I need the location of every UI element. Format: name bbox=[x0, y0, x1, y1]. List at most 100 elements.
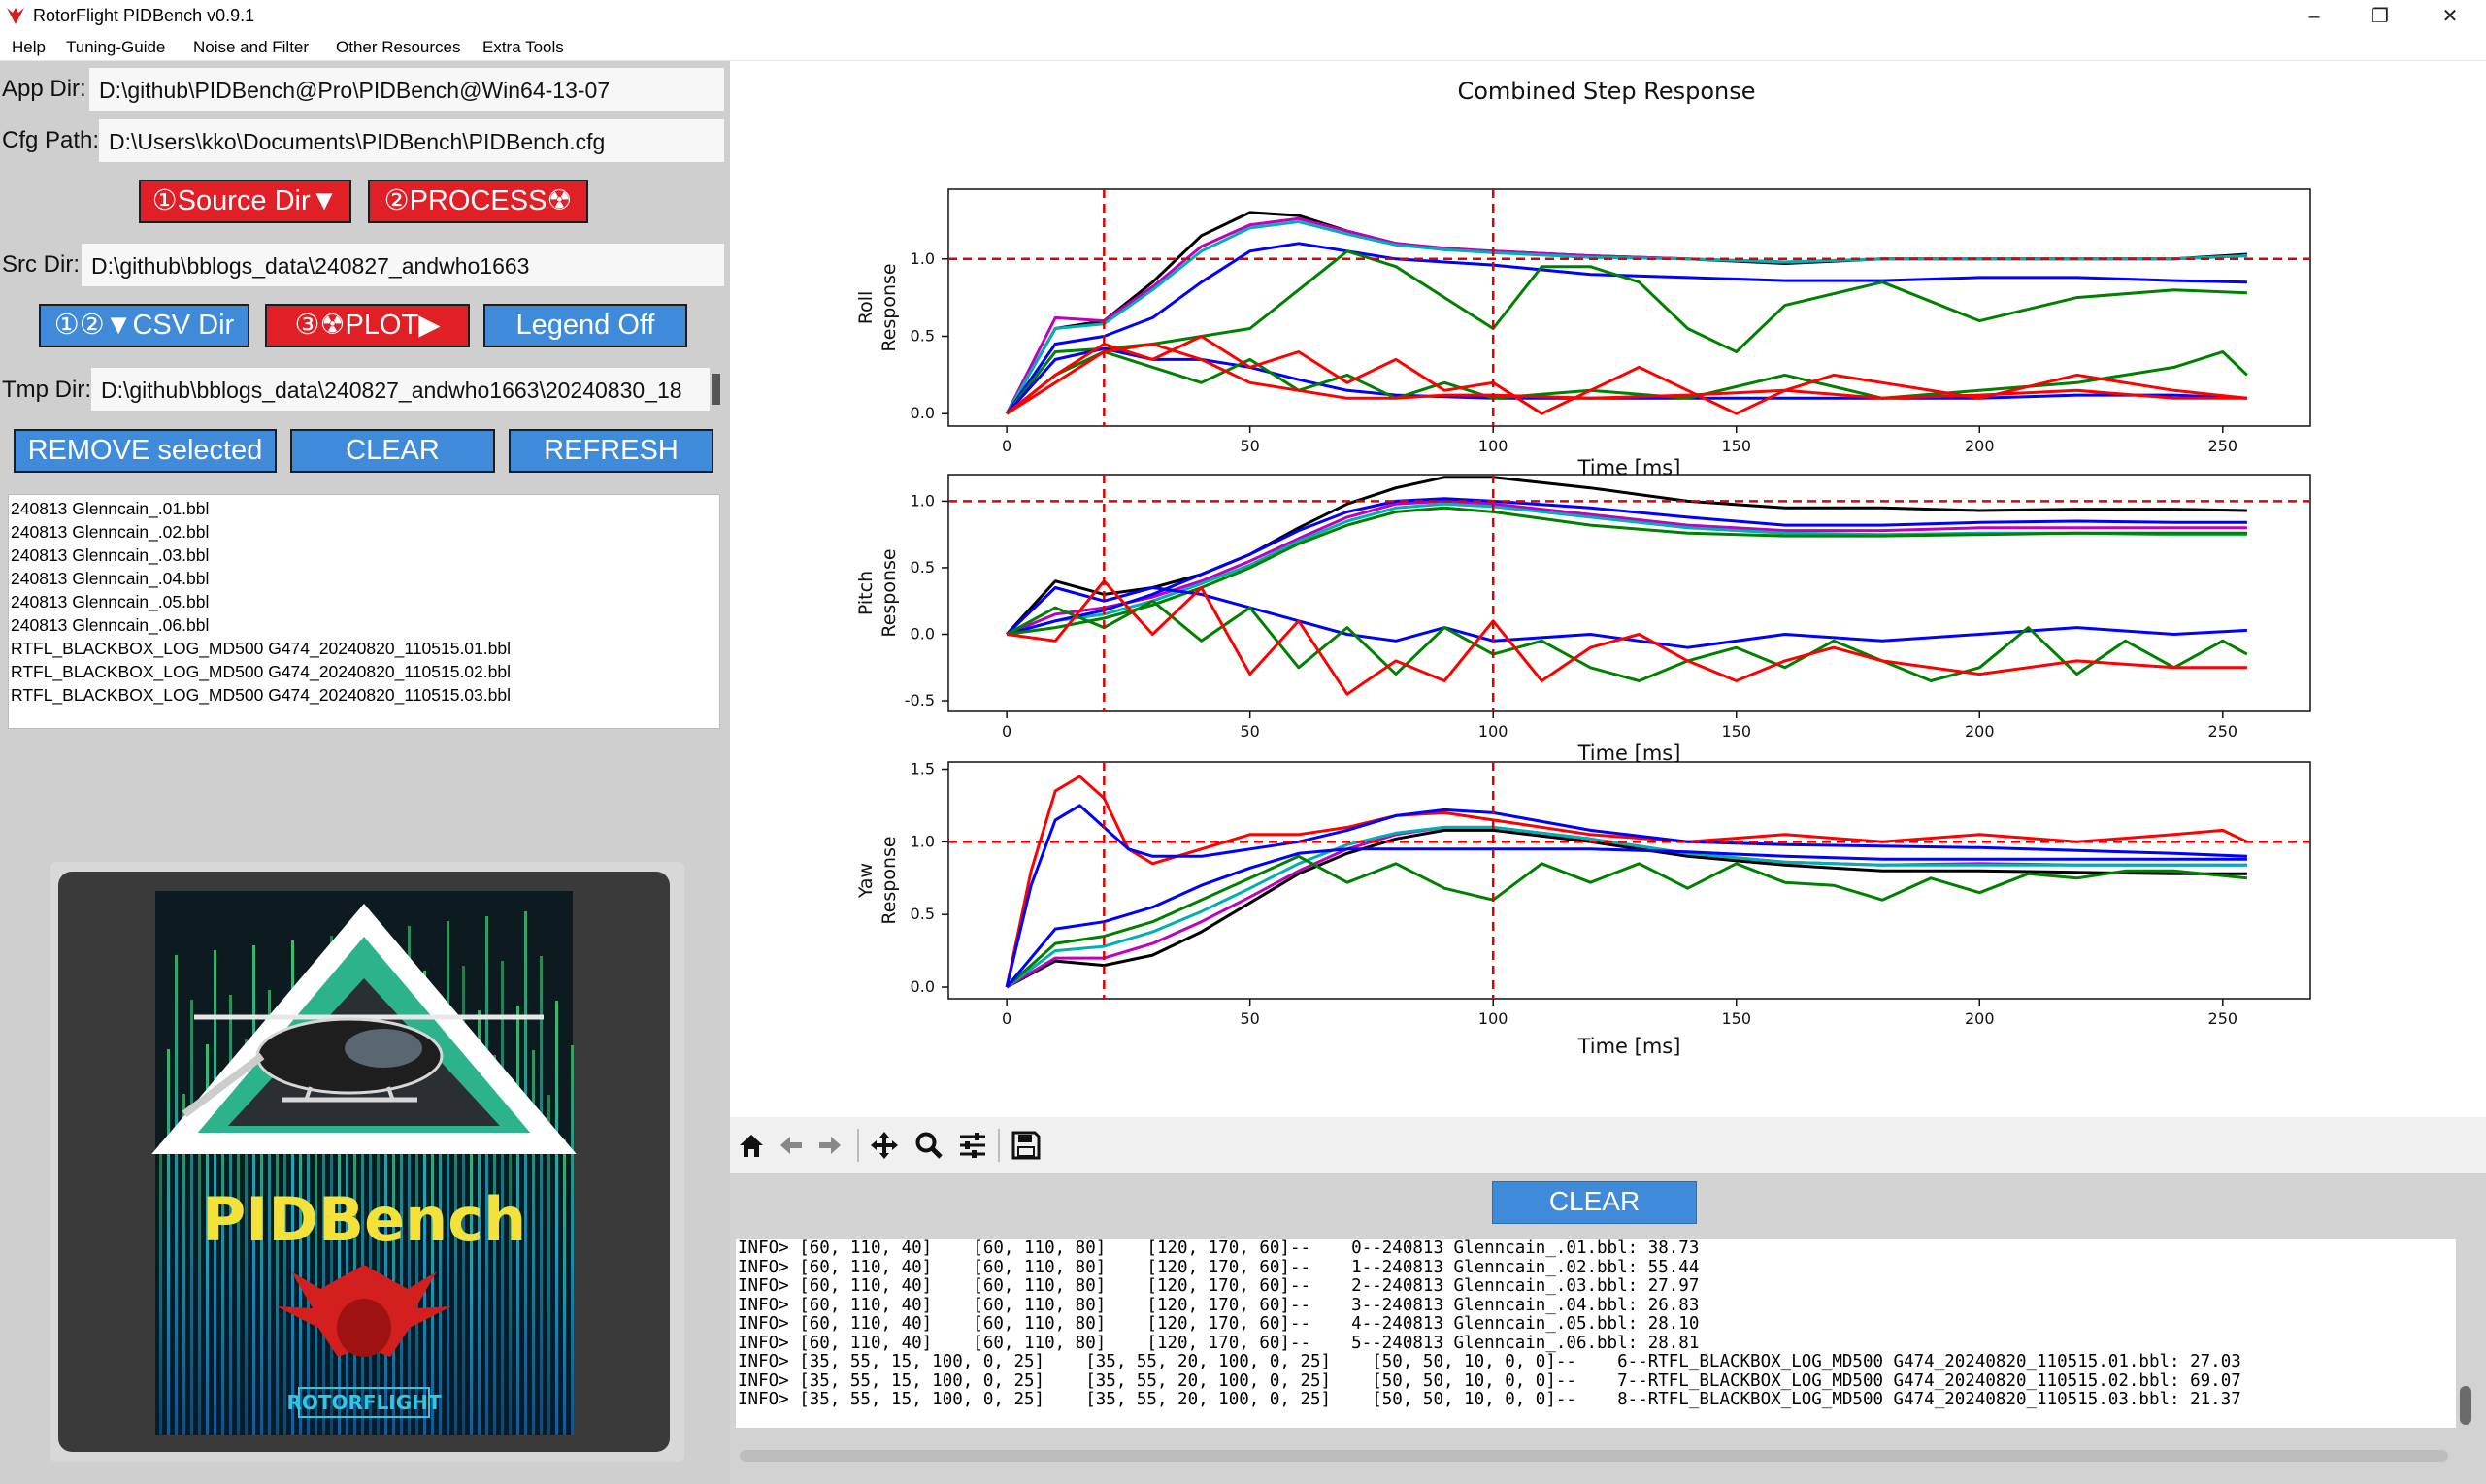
plot-area[interactable]: Combined Step Response 0 50 100 150 200 250 0.0… bbox=[730, 61, 2486, 1117]
rain-column bbox=[524, 911, 527, 1435]
rain-column bbox=[330, 936, 333, 1435]
log-line: INFO> [35, 55, 15, 100, 0, 25] [35, 55, … bbox=[738, 1352, 2241, 1371]
rain-column bbox=[260, 1084, 263, 1435]
y-tick-label: 1.0 bbox=[911, 832, 935, 850]
rain-column bbox=[392, 1114, 395, 1435]
list-item[interactable]: RTFL_BLACKBOX_LOG_MD500 G474_20240820_11… bbox=[11, 685, 511, 705]
rain-column bbox=[283, 1035, 286, 1435]
app-logo-icon bbox=[7, 8, 24, 24]
x-axis-label: Time [ms] bbox=[1577, 742, 1681, 765]
list-item[interactable]: RTFL_BLACKBOX_LOG_MD500 G474_20240820_11… bbox=[11, 662, 511, 681]
x-axis-label: Time [ms] bbox=[1577, 1035, 1681, 1058]
rain-column bbox=[167, 1049, 170, 1435]
y-axis-label: Roll Response bbox=[855, 263, 900, 351]
tmp-dir-scroll-handle[interactable] bbox=[712, 374, 720, 405]
list-item[interactable]: 240813 Glenncain_.02.bbl bbox=[11, 522, 210, 542]
pan-icon[interactable] bbox=[870, 1131, 899, 1160]
rain-column bbox=[307, 985, 310, 1435]
step-response-chart[interactable]: Combined Step Response 0 50 100 150 200 250 0.0… bbox=[730, 61, 2486, 1117]
cfg-path-field[interactable]: D:\Users\kko\Documents\PIDBench\PIDBench… bbox=[98, 118, 725, 163]
rain-column bbox=[423, 971, 426, 1435]
y-tick-label: -0.5 bbox=[905, 691, 935, 709]
list-item[interactable]: 240813 Glenncain_.05.bbl bbox=[11, 592, 210, 611]
rain-column bbox=[322, 1030, 325, 1435]
minimize-button[interactable]: – bbox=[2308, 6, 2320, 27]
menu-help[interactable]: Help bbox=[12, 38, 46, 56]
rain-column bbox=[221, 1089, 224, 1435]
restore-button[interactable]: ❐ bbox=[2371, 6, 2389, 27]
rain-column bbox=[439, 1015, 442, 1435]
console-log[interactable]: INFO> [60, 110, 40] [60, 110, 80] [120, … bbox=[736, 1239, 2456, 1428]
menu-tuning-guide[interactable]: Tuning-Guide bbox=[66, 38, 166, 56]
menu-other-resources[interactable]: Other Resources bbox=[336, 38, 461, 56]
pidbench-logo: PIDBench ROTORFLIGHT bbox=[58, 872, 670, 1452]
rain-column bbox=[516, 1006, 519, 1435]
menu-extra-tools[interactable]: Extra Tools bbox=[482, 38, 564, 56]
y-tick-label: 0.5 bbox=[911, 327, 935, 346]
forward-arrow-icon[interactable] bbox=[816, 1132, 844, 1159]
y-tick-label: 1.0 bbox=[911, 491, 935, 510]
menu-noise-and-filter[interactable]: Noise and Filter bbox=[193, 38, 310, 56]
source-dir-button[interactable]: ①Source Dir▼ bbox=[139, 180, 351, 223]
series-line bbox=[1005, 242, 2247, 415]
home-icon[interactable] bbox=[738, 1132, 765, 1159]
pidbench-logo-art: PIDBench ROTORFLIGHT bbox=[151, 891, 577, 1435]
refresh-button[interactable]: REFRESH bbox=[509, 429, 713, 473]
series-line bbox=[1006, 599, 2248, 682]
series-line bbox=[1005, 220, 2247, 414]
list-item[interactable]: 240813 Glenncain_.03.bbl bbox=[11, 545, 210, 565]
zoom-icon[interactable] bbox=[914, 1131, 944, 1160]
legend-off-button[interactable]: Legend Off bbox=[483, 304, 687, 347]
rain-column bbox=[245, 1039, 248, 1435]
plot-button[interactable]: ③☢PLOT▶ bbox=[265, 304, 470, 347]
app-dir-label: App Dir: bbox=[2, 76, 86, 102]
list-item[interactable]: 240813 Glenncain_.06.bbl bbox=[11, 615, 210, 635]
series-line bbox=[1006, 506, 2247, 636]
clear-files-button[interactable]: CLEAR bbox=[290, 429, 495, 473]
tmp-dir-field[interactable]: D:\github\bblogs_data\240827_andwho1663\… bbox=[90, 367, 711, 412]
rain-column bbox=[485, 916, 488, 1435]
save-icon[interactable] bbox=[1011, 1131, 1041, 1160]
rain-column bbox=[501, 961, 504, 1435]
y-tick-label: 1.5 bbox=[911, 759, 935, 777]
list-item[interactable]: 240813 Glenncain_.04.bbl bbox=[11, 569, 210, 588]
rain-column bbox=[198, 1138, 201, 1435]
configure-subplots-icon[interactable] bbox=[958, 1131, 987, 1160]
log-line: INFO> [60, 110, 40] [60, 110, 80] [120, … bbox=[738, 1295, 1700, 1315]
clear-console-button[interactable]: CLEAR bbox=[1492, 1181, 1697, 1224]
window-title: RotorFlight PIDBench v0.9.1 bbox=[33, 6, 255, 25]
x-tick-label: 200 bbox=[1965, 722, 1995, 741]
remove-selected-button[interactable]: REMOVE selected bbox=[14, 429, 277, 473]
app-dir-field[interactable]: D:\github\PIDBench@Pro\PIDBench@Win64-13… bbox=[88, 67, 725, 112]
csv-dir-button[interactable]: ①②▼CSV Dir bbox=[39, 304, 249, 347]
back-arrow-icon[interactable] bbox=[778, 1132, 805, 1159]
menu-bar: Help Tuning-Guide Noise and Filter Other… bbox=[0, 33, 2486, 61]
src-dir-field[interactable]: D:\github\bblogs_data\240827_andwho1663 bbox=[81, 243, 725, 287]
list-item[interactable]: 240813 Glenncain_.01.bbl bbox=[11, 499, 210, 518]
log-line: INFO> [60, 110, 40] [60, 110, 80] [120, … bbox=[738, 1333, 1700, 1353]
list-item[interactable]: RTFL_BLACKBOX_LOG_MD500 G474_20240820_11… bbox=[11, 639, 511, 658]
y-tick-label: 1.0 bbox=[911, 249, 935, 268]
rotorflight-emblem-icon bbox=[277, 1265, 451, 1357]
subplot-pitch: 0 50 100 150 200 250 -0.5 0.0 0.5 1.0 Pitch Respons… bbox=[855, 474, 2311, 765]
rain-column bbox=[555, 1001, 558, 1435]
file-list[interactable]: 240813 Glenncain_.01.bbl 240813 Glenncai… bbox=[8, 494, 720, 729]
process-button[interactable]: ②PROCESS☢ bbox=[368, 180, 588, 223]
y-axis-label: Yaw Response bbox=[855, 836, 900, 924]
x-tick-label: 250 bbox=[2208, 1009, 2238, 1028]
rain-column bbox=[563, 1139, 566, 1435]
x-tick-label: 0 bbox=[1002, 722, 1011, 741]
rain-column bbox=[252, 945, 255, 1435]
log-line: INFO> [60, 110, 40] [60, 110, 80] [120, … bbox=[738, 1276, 1700, 1296]
series-line bbox=[1006, 343, 2247, 415]
y-tick-label: 0.0 bbox=[911, 404, 935, 422]
y-tick-label: 0.5 bbox=[911, 558, 935, 577]
x-tick-label: 100 bbox=[1478, 722, 1508, 741]
rain-column bbox=[369, 931, 372, 1435]
close-button[interactable]: ✕ bbox=[2441, 6, 2459, 27]
rain-column bbox=[338, 1074, 341, 1435]
console-horizontal-scrollbar[interactable] bbox=[740, 1450, 2448, 1462]
console-vertical-scrollbar[interactable] bbox=[2460, 1386, 2471, 1425]
rain-column bbox=[299, 1079, 302, 1435]
rain-column bbox=[431, 1109, 434, 1435]
